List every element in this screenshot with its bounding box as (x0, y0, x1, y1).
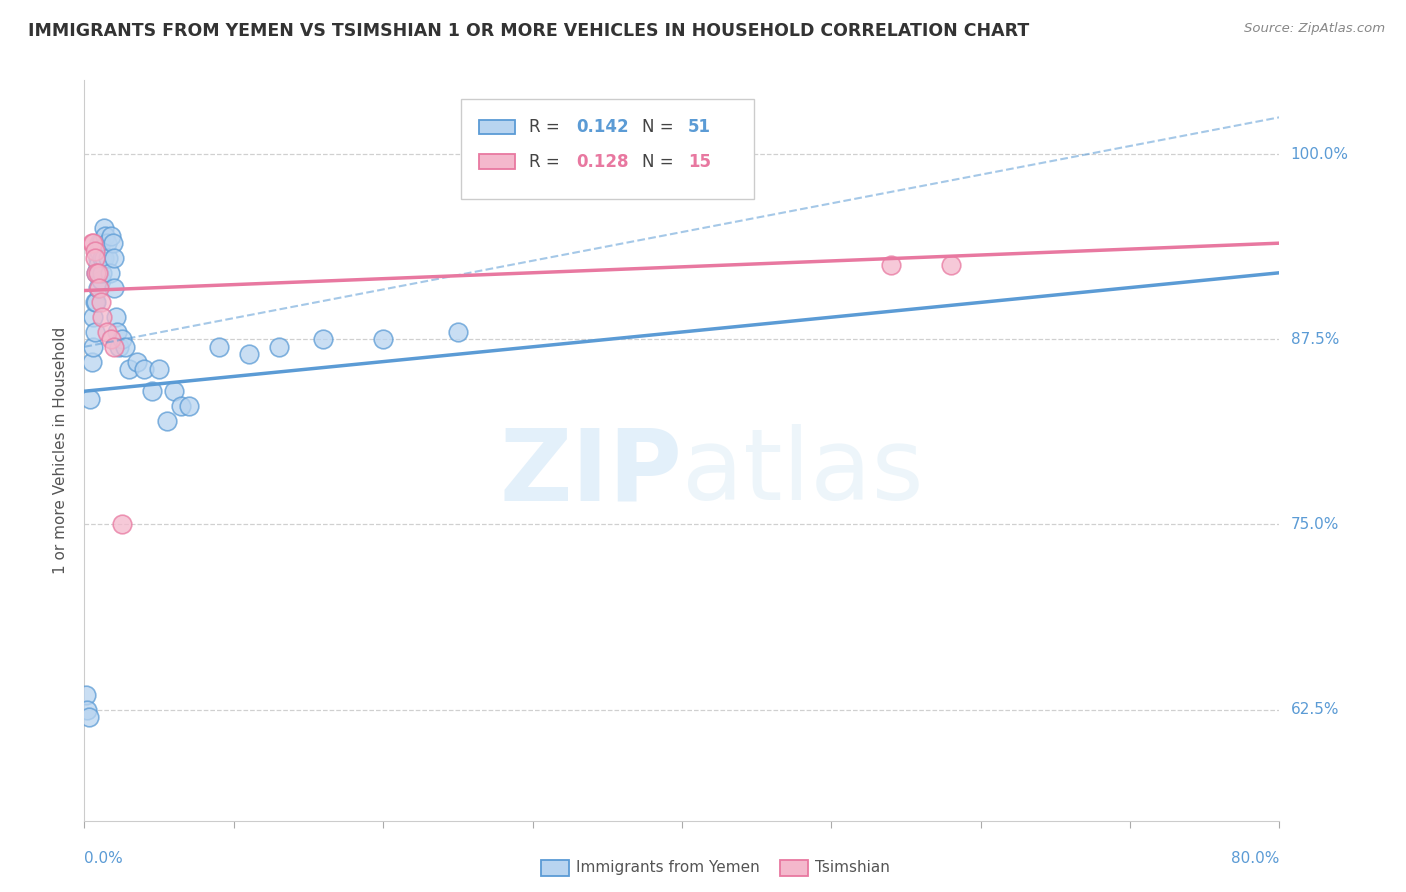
Point (170, 399, 193, 413)
Text: 0.0%: 0.0% (84, 851, 124, 866)
Point (104, 310, 127, 325)
Point (125, 354, 148, 368)
Text: 87.5%: 87.5% (1291, 332, 1339, 347)
Text: Source: ZipAtlas.com: Source: ZipAtlas.com (1244, 22, 1385, 36)
Point (100, 228, 122, 243)
Point (208, 340, 231, 354)
Text: Immigrants from Yemen: Immigrants from Yemen (576, 860, 761, 874)
Point (98, 266, 121, 280)
Text: N =: N = (643, 153, 679, 170)
Point (89, 236, 111, 251)
Point (155, 414, 177, 428)
Text: 100.0%: 100.0% (1291, 147, 1348, 161)
Point (105, 325, 128, 339)
Point (91, 251, 114, 265)
Point (103, 251, 125, 265)
Bar (461, 99, 754, 199)
Point (96, 325, 118, 339)
Point (82, 236, 104, 251)
Point (111, 517, 134, 532)
Text: 0.142: 0.142 (576, 118, 630, 136)
Point (96, 236, 118, 251)
Point (89, 266, 111, 280)
Point (80, 354, 103, 368)
Text: R =: R = (529, 118, 565, 136)
Bar (479, 120, 515, 135)
Point (97, 251, 120, 265)
Text: IMMIGRANTS FROM YEMEN VS TSIMSHIAN 1 OR MORE VEHICLES IN HOUSEHOLD CORRELATION C: IMMIGRANTS FROM YEMEN VS TSIMSHIAN 1 OR … (28, 22, 1029, 40)
Point (93, 251, 115, 265)
Point (373, 332, 395, 346)
Text: Tsimshian: Tsimshian (815, 860, 890, 874)
Point (77, 710, 100, 724)
Point (132, 362, 156, 376)
Text: N =: N = (643, 118, 679, 136)
Point (87, 280, 110, 294)
Point (87, 266, 110, 280)
Point (103, 280, 125, 294)
Point (83, 325, 105, 339)
Point (86, 295, 108, 310)
Point (90, 295, 112, 310)
Point (163, 384, 186, 399)
Text: 75.0%: 75.0% (1291, 517, 1339, 532)
Point (111, 332, 134, 346)
Point (101, 236, 124, 251)
Point (94, 228, 117, 243)
Point (939, 258, 962, 272)
Point (90, 236, 112, 251)
Point (447, 325, 470, 339)
Point (880, 258, 903, 272)
Point (148, 362, 170, 376)
Text: R =: R = (529, 153, 565, 170)
Point (83, 244, 105, 258)
Point (91, 310, 114, 325)
Point (238, 347, 260, 361)
Text: 0.128: 0.128 (576, 153, 630, 170)
Point (118, 362, 141, 376)
Point (93, 221, 115, 235)
Point (267, 340, 290, 354)
Point (89, 244, 111, 258)
Point (79, 392, 101, 406)
Point (177, 399, 200, 413)
Point (100, 332, 122, 346)
Point (103, 340, 125, 354)
Point (89, 280, 111, 294)
Text: 80.0%: 80.0% (1232, 851, 1279, 866)
Point (82, 310, 104, 325)
Text: 15: 15 (688, 153, 711, 170)
Point (82, 340, 104, 354)
Text: 51: 51 (688, 118, 711, 136)
Point (91, 266, 114, 280)
Point (90, 273, 112, 287)
Text: 62.5%: 62.5% (1291, 702, 1339, 717)
Point (75, 688, 97, 702)
Point (107, 340, 129, 354)
Point (86, 266, 108, 280)
Point (83, 295, 105, 310)
Point (87, 258, 110, 272)
Point (312, 332, 335, 346)
Y-axis label: 1 or more Vehicles in Household: 1 or more Vehicles in Household (52, 326, 67, 574)
Point (87, 251, 110, 265)
Point (141, 384, 163, 399)
Point (76, 703, 98, 717)
Bar (479, 154, 515, 169)
Point (83, 251, 105, 265)
Point (80, 236, 103, 251)
Point (86, 266, 108, 280)
Text: ZIP: ZIP (499, 425, 682, 521)
Point (114, 340, 136, 354)
Text: atlas: atlas (682, 425, 924, 521)
